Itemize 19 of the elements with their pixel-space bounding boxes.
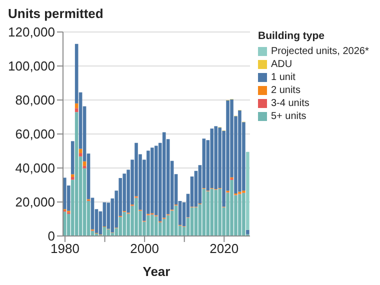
y-tick-label: 0: [48, 228, 55, 244]
y-tick-label: 20,000: [15, 194, 55, 210]
chart-title: Units permitted: [8, 6, 104, 21]
y-tick-label: 80,000: [15, 92, 55, 108]
legend-label: 1 unit: [271, 72, 296, 83]
legend-label: ADU: [271, 59, 292, 70]
x-tick-label: 1980: [50, 241, 80, 256]
x-tick-label: 2020: [210, 241, 239, 256]
x-axis-title: Year: [142, 264, 170, 279]
legend-label: 2 units: [271, 85, 300, 96]
x-tick-label: 2000: [130, 241, 160, 256]
legend-label: Projected units, 2026*: [271, 46, 369, 57]
legend-title: Building type: [258, 30, 326, 42]
y-tick-label: 40,000: [15, 160, 55, 176]
legend-label: 5+ units: [271, 111, 306, 122]
y-tick-label: 100,000: [8, 58, 55, 74]
y-tick-label: 120,000: [8, 24, 55, 40]
legend-label: 3-4 units: [271, 98, 310, 109]
y-tick-label: 60,000: [15, 126, 55, 142]
